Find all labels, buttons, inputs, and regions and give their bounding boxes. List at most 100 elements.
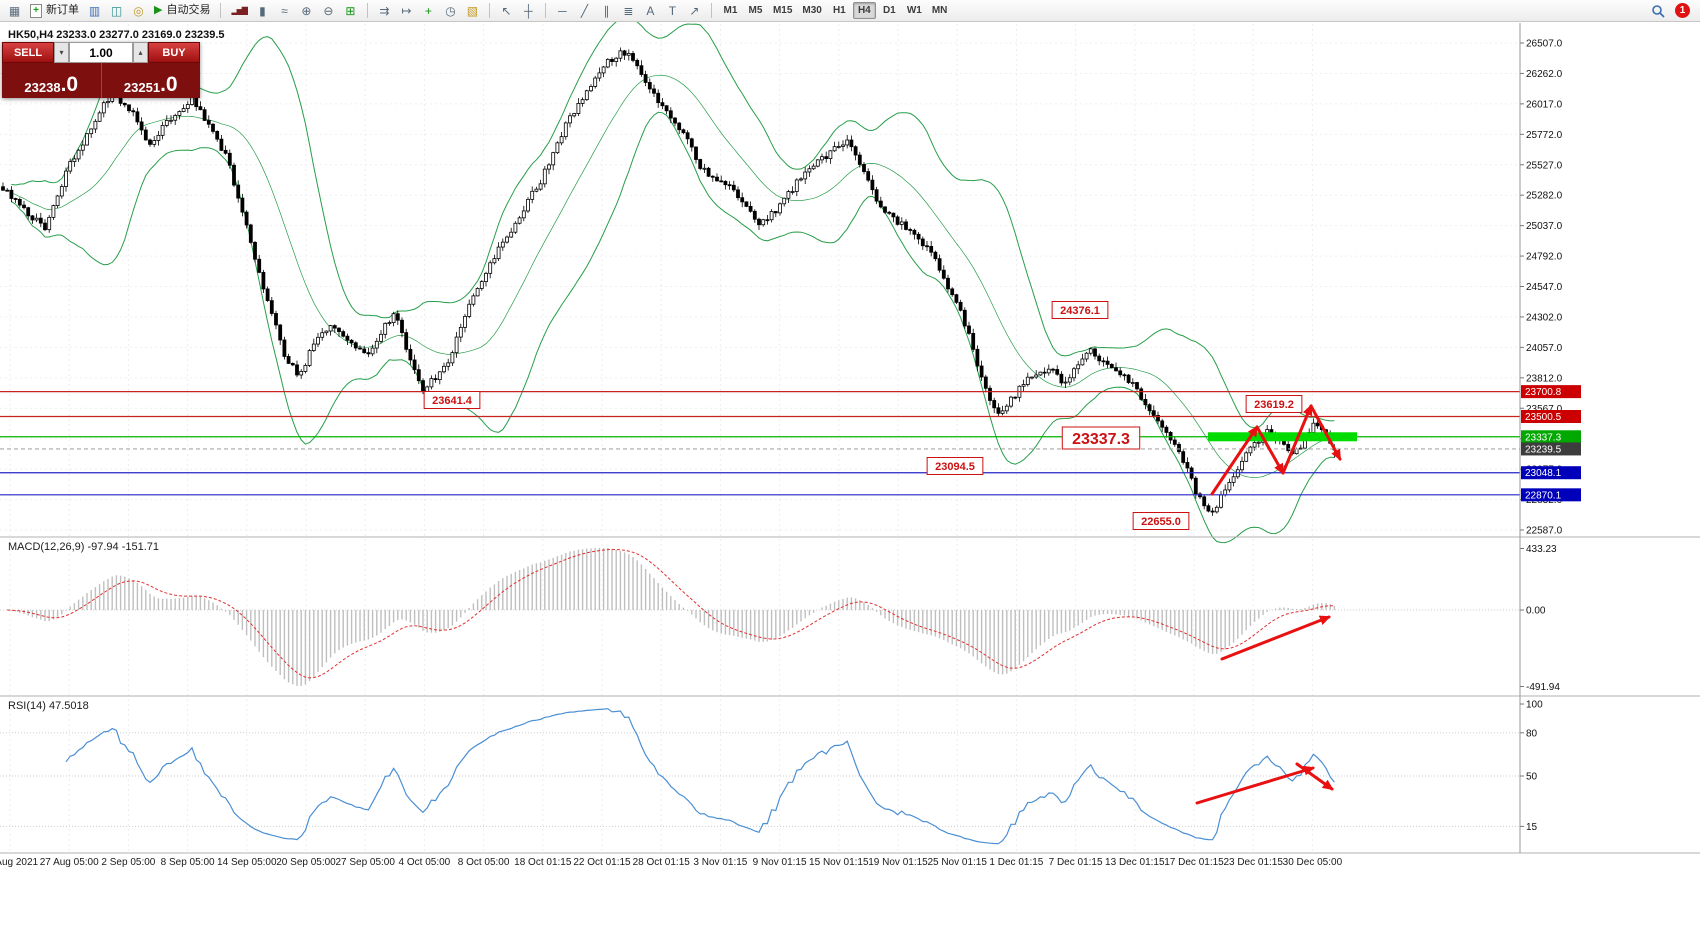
candle-body [257,258,262,273]
timeframe-m1[interactable]: M1 [723,5,738,16]
price-label[interactable]: 23094.5 [926,457,984,475]
candle-body [526,198,530,212]
buy-price[interactable]: 23251.0 [102,63,201,98]
periods-icon[interactable]: ◷ [445,3,456,18]
candle-body [1097,355,1102,362]
candle-body [1227,481,1232,491]
candle-body [1219,494,1223,508]
candle-body [492,258,497,264]
time-axis-label: 27 Aug 05:00 [40,857,99,868]
text-tool-icon[interactable]: A [646,3,655,18]
candle-body [127,104,131,112]
price-label[interactable]: 23641.4 [423,391,481,409]
zoom-out-icon[interactable]: ⊖ [323,3,334,18]
candle-body [1122,374,1127,377]
cursor-icon[interactable]: ↖ [501,3,512,18]
tile-windows-icon[interactable]: ⊞ [345,3,356,18]
price-label[interactable]: 22655.0 [1132,512,1190,530]
price-label[interactable]: 23619.2 [1245,395,1303,413]
autotrading-button[interactable]: ▶ 自动交易 [150,1,214,20]
candle-body [17,199,22,206]
price-axis-label: 25037.0 [1526,221,1563,232]
trendline-icon[interactable]: ╱ [580,3,589,18]
candle-body [983,376,988,389]
candle-body [1038,371,1043,376]
horizontal-line-icon[interactable]: ─ [558,3,567,18]
candle-body [299,371,304,376]
candlestick-chart-icon[interactable]: ▮ [259,3,266,18]
candle-body [1156,415,1160,422]
timeframe-h4[interactable]: H4 [852,2,876,19]
auto-scroll-icon[interactable]: ⇉ [379,3,390,18]
timeframe-h1[interactable]: H1 [832,5,846,16]
time-axis-label: 15 Nov 01:15 [809,857,869,868]
add-indicator-icon[interactable]: + [424,3,432,18]
timeframe-m15[interactable]: M15 [772,5,793,16]
trend-arrow[interactable] [1210,425,1259,496]
chart-shift-icon[interactable]: ↦ [401,3,412,18]
candle-body [1055,369,1060,375]
candle-body [517,217,522,224]
price-tag: 23337.3 [1521,430,1581,444]
time-axis-label: 27 Sep 05:00 [335,857,395,868]
volume-increase-button[interactable]: ▴ [133,42,148,63]
new-order-button[interactable]: + 新订单 [26,1,83,20]
price-axis-label: 25772.0 [1526,130,1563,141]
price-label[interactable]: 23337.3 [1061,426,1141,450]
market-watch-icon[interactable]: ▥ [88,3,101,18]
trend-arrow[interactable] [1309,404,1342,461]
bar-chart-icon[interactable]: ▂▅▇ [231,5,247,15]
candle-body [1160,420,1165,428]
candle-body [467,303,472,317]
timeframe-m30[interactable]: M30 [802,5,822,16]
rsi-arrow[interactable] [1295,762,1334,791]
price-label[interactable]: 24376.1 [1051,301,1109,319]
macd-axis-label: -491.94 [1526,682,1560,693]
candle-body [996,407,1001,414]
templates-icon[interactable]: ▧ [466,3,479,18]
candle-body [920,238,925,247]
timeframe-m5[interactable]: M5 [748,5,763,16]
timeframe-w1[interactable]: W1 [906,5,922,16]
candle-body [1202,496,1207,507]
fibonacci-icon[interactable]: ≣ [623,3,634,18]
arrows-tool-icon[interactable]: ↗ [689,3,700,18]
macd-arrow[interactable] [1220,615,1331,661]
candle-body [387,322,392,324]
candle-body [887,211,892,214]
text-label-icon[interactable]: T [668,3,677,18]
timeframe-mn[interactable]: MN [931,5,948,16]
buy-button[interactable]: BUY [148,42,200,63]
candle-body [551,152,556,166]
zoom-in-icon[interactable]: ⊕ [301,3,312,18]
sell-price[interactable]: 23238.0 [2,63,101,98]
trend-arrow[interactable] [1281,404,1313,475]
candle-body [500,241,505,248]
candle-body [559,136,564,144]
crosshair-icon[interactable]: ┼ [524,3,533,18]
sell-button[interactable]: SELL [2,42,54,63]
chart-window-icon[interactable]: ▦ [8,3,21,18]
candle-body [412,359,417,371]
timeframe-d1[interactable]: D1 [882,5,896,16]
trend-arrow[interactable] [1255,425,1285,475]
channel-icon[interactable]: ∥ [603,3,610,18]
autotrading-play-icon: ▶ [154,4,163,16]
rsi-arrow[interactable] [1195,765,1315,805]
navigator-icon[interactable]: ◎ [133,3,144,18]
rsi-axis-label: 15 [1526,822,1538,833]
highlight-band[interactable] [1208,432,1357,442]
search-icon[interactable] [1647,1,1669,20]
candle-body [1000,410,1005,414]
time-axis-label: 23 Dec 01:15 [1223,857,1283,868]
volume-decrease-button[interactable]: ▾ [54,42,69,63]
line-chart-icon[interactable]: ≈ [281,3,288,18]
candle-body [400,319,404,333]
macd-indicator-label: MACD(12,26,9) -97.94 -151.71 [8,541,160,553]
notification-badge[interactable]: 1 [1675,3,1690,18]
time-axis-label: 25 Nov 01:15 [927,857,987,868]
price-label-box [926,457,984,475]
volume-input[interactable] [69,42,133,63]
data-window-icon[interactable]: ◫ [110,3,123,18]
